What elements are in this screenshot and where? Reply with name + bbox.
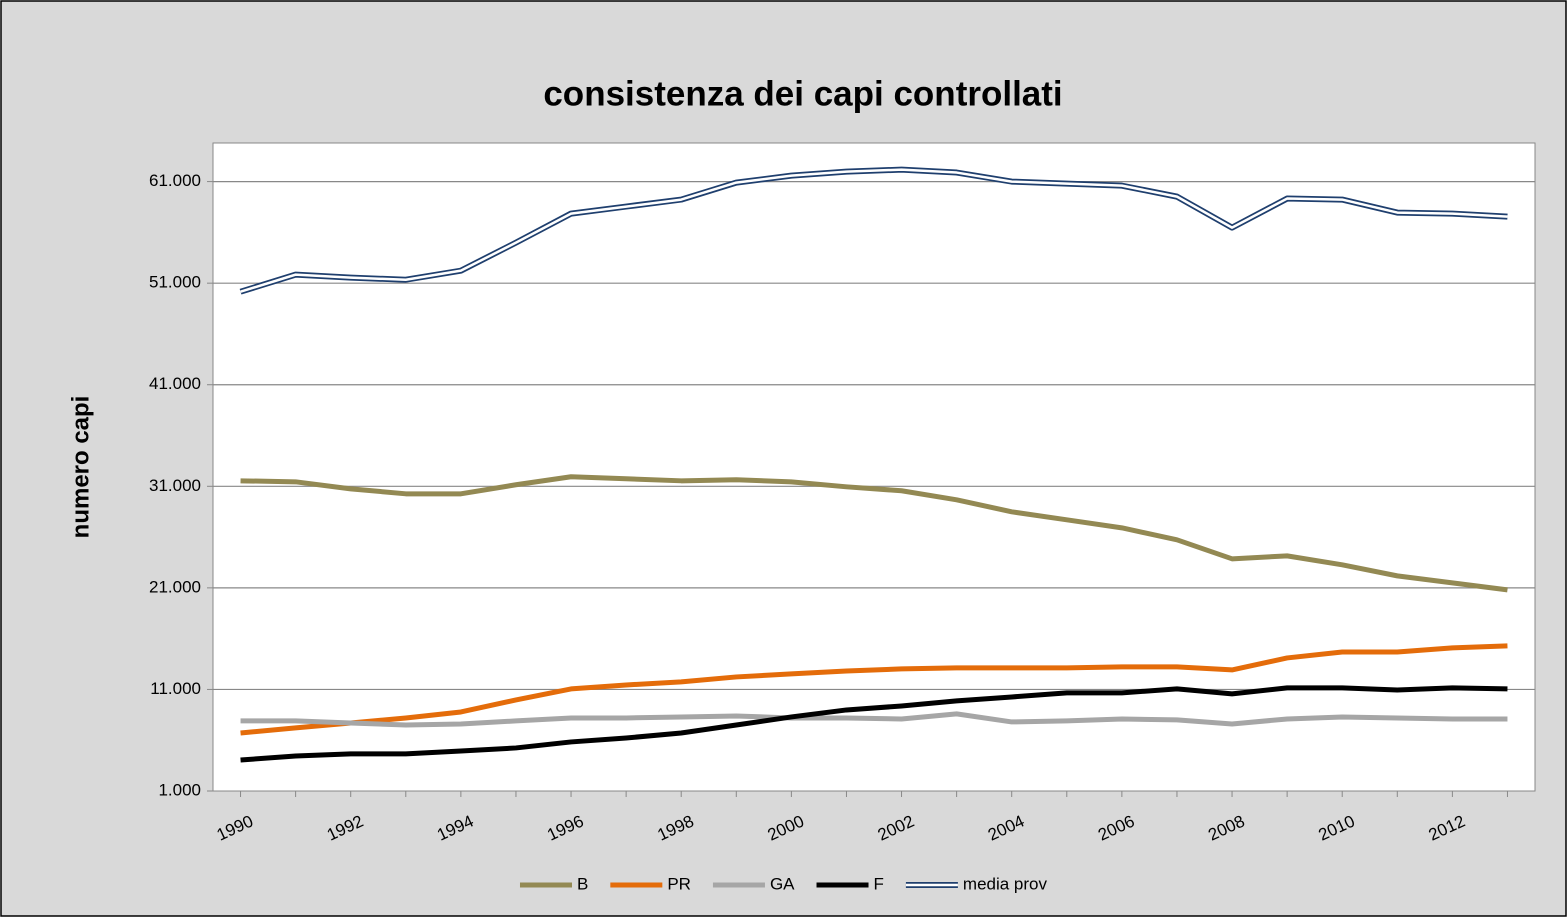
y-tick-label: 41.000 <box>149 374 201 393</box>
y-tick-label: 1.000 <box>158 780 201 799</box>
y-axis-label: numero capi <box>67 396 94 539</box>
series-line-inner <box>240 168 1508 293</box>
series-line <box>240 474 1508 593</box>
chart-title: consistenza dei capi controllati <box>543 74 1062 113</box>
legend-label: F <box>874 874 884 893</box>
series-line <box>240 643 1508 736</box>
y-tick-label: 21.000 <box>149 577 201 596</box>
y-tick-label: 31.000 <box>149 476 201 495</box>
series-line <box>240 711 1508 728</box>
legend-label: PR <box>667 874 691 893</box>
y-tick-label: 51.000 <box>149 273 201 292</box>
y-tick-label: 61.000 <box>149 171 201 190</box>
plot-area <box>212 142 1536 792</box>
legend-label: media prov <box>963 874 1048 893</box>
series-line <box>240 685 1508 763</box>
legend-label: GA <box>770 874 795 893</box>
y-tick-label: 11.000 <box>150 679 201 698</box>
legend-label: B <box>577 874 588 893</box>
